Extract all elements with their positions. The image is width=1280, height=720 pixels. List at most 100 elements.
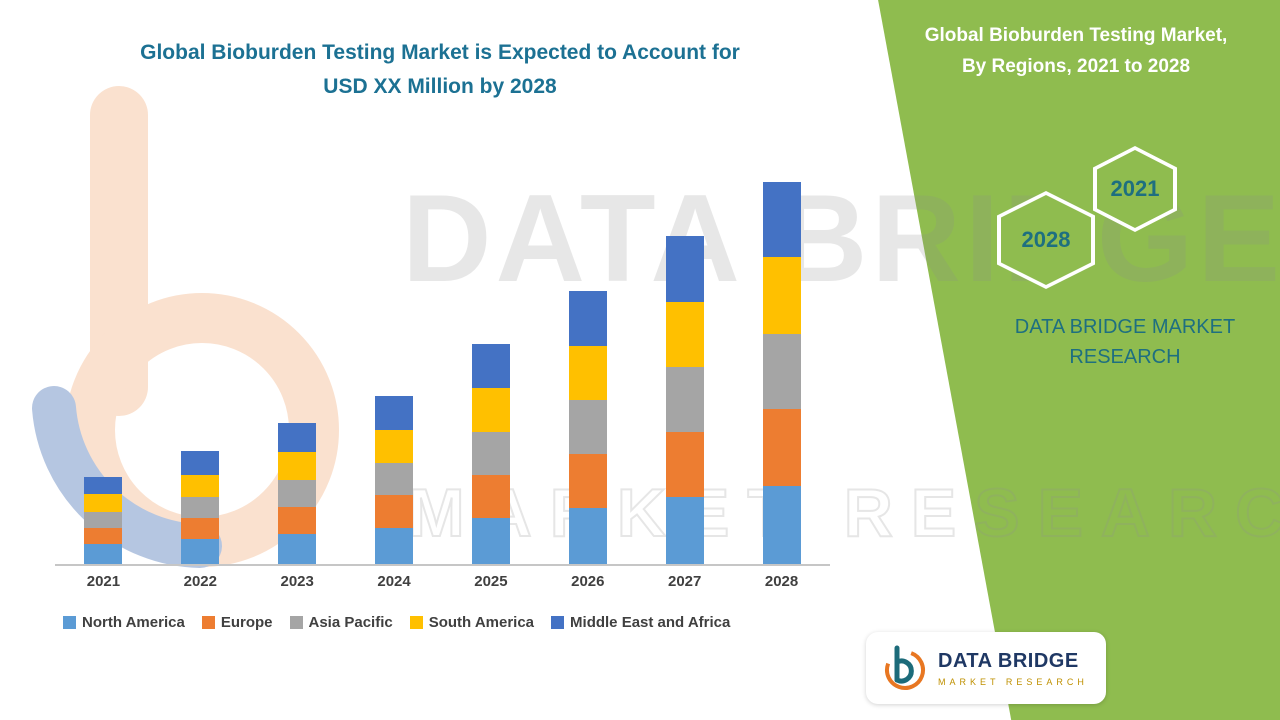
bar-column-2024: [346, 160, 443, 564]
stacked-bar-2026: [568, 291, 607, 564]
x-tick-label: 2022: [183, 573, 217, 590]
x-tick-label: 2025: [474, 573, 508, 590]
chart-title: Global Bioburden Testing Market is Expec…: [70, 36, 810, 103]
bar-segment: [762, 334, 801, 409]
legend-item: Asia Pacific: [289, 614, 393, 631]
bar-segment: [665, 367, 704, 432]
hexagon-2021-label: 2021: [1110, 176, 1160, 201]
bar-segment: [278, 480, 317, 507]
bar-segment: [84, 528, 123, 544]
logo-card: DATA BRIDGE MARKET RESEARCH: [866, 632, 1106, 704]
logo-brand-text: DATA BRIDGE: [938, 649, 1079, 672]
bar-segment: [84, 494, 123, 512]
bar-segment: [568, 508, 607, 564]
bar-segment: [665, 302, 704, 367]
stacked-bar-2024: [375, 396, 414, 564]
x-tick-label: 2024: [377, 573, 411, 590]
bar-segment: [471, 344, 510, 388]
legend-item: South America: [409, 614, 535, 631]
bar-segment: [278, 507, 317, 534]
stacked-bar-chart: 2021 2022 2023 2024 2025 2026 2027 2028 North A…: [55, 160, 830, 631]
bar-segment: [375, 463, 414, 495]
bar-segment: [762, 409, 801, 486]
bar-segment: [375, 495, 414, 528]
hexagon-2028-fill: [1001, 195, 1091, 285]
bar-segment: [568, 346, 607, 400]
bar-segment: [181, 539, 220, 564]
bar-segment: [762, 182, 801, 257]
stacked-bar-2027: [665, 236, 704, 564]
x-axis-labels: 2021 2022 2023 2024 2025 2026 2027 2028: [55, 573, 830, 590]
legend-swatch: [201, 616, 215, 629]
chart-title-line2: USD XX Million by 2028: [323, 74, 557, 98]
legend-swatch: [63, 616, 76, 629]
x-tick-label: 2027: [668, 573, 702, 590]
bar-segment: [471, 518, 510, 564]
bar-segment: [471, 388, 510, 432]
bar-segment: [471, 432, 510, 475]
bar-segment: [568, 400, 607, 454]
legend-swatch: [551, 616, 565, 629]
bar-column-2027: [636, 160, 733, 564]
bar-segment: [665, 236, 704, 302]
bar-segment: [278, 534, 317, 564]
brand-text: DATA BRIDGE MARKET RESEARCH: [1014, 316, 1236, 368]
bar-segment: [181, 475, 220, 497]
legend-label: South America: [428, 614, 535, 631]
bar-segment: [375, 430, 414, 463]
x-tick-label: 2028: [764, 573, 799, 590]
legend-item: Middle East and Africa: [551, 614, 730, 631]
bar-segment: [665, 497, 704, 564]
legend-label: Asia Pacific: [308, 614, 393, 631]
stacked-bar-2021: [84, 477, 123, 564]
legend-item: Europe: [201, 614, 273, 631]
legend-label: Middle East and Africa: [570, 614, 731, 631]
stacked-bar-2028: [762, 182, 801, 564]
bar-column-2023: [249, 160, 346, 564]
hexagon-2028: 2028: [997, 191, 1095, 289]
legend-swatch: [289, 616, 303, 629]
hexagon-2028-label: 2028: [1021, 227, 1071, 252]
bar-segment: [181, 451, 220, 475]
bar-segment: [762, 486, 801, 564]
bar-segment: [84, 477, 123, 494]
legend-label: Europe: [220, 614, 273, 631]
chart-legend: North America Europe Asia Pacific South Ame…: [63, 614, 830, 631]
plot-area: [55, 160, 830, 566]
bar-segment: [665, 432, 704, 497]
bar-segment: [471, 475, 510, 518]
stacked-bar-2023: [278, 423, 317, 564]
watermark-text-marketresearch: MARKET RESEARCH: [407, 474, 1280, 552]
logo-tagline-text: MARKET RESEARCH: [938, 676, 1088, 687]
chart-title-line1: Global Bioburden Testing Market is Expec…: [140, 41, 740, 64]
stacked-bar-2025: [471, 344, 510, 564]
stacked-bar-2022: [181, 451, 220, 564]
side-panel-heading: Global Bioburden Testing Market, By Regi…: [890, 20, 1262, 83]
bar-segment: [568, 454, 607, 508]
bar-segment: [181, 518, 220, 539]
legend-swatch: [409, 616, 423, 629]
bar-column-2025: [443, 160, 540, 564]
x-tick-label: 2026: [571, 573, 605, 590]
databridge-logo-icon: [885, 645, 925, 690]
side-panel-heading-line1: Global Bioburden Testing Market,: [924, 25, 1228, 46]
bar-segment: [762, 257, 801, 334]
bar-segment: [375, 396, 414, 430]
bar-segment: [568, 291, 607, 346]
bar-column-2022: [152, 160, 249, 564]
bar-segment: [278, 452, 317, 480]
bar-column-2026: [539, 160, 636, 564]
logo-text-block: DATA BRIDGE MARKET RESEARCH: [938, 650, 1088, 687]
x-tick-label: 2023: [280, 573, 314, 590]
bar-segment: [375, 528, 414, 564]
legend-item: North America: [63, 614, 185, 631]
legend-label: North America: [82, 614, 185, 631]
x-tick-label: 2021: [86, 573, 121, 590]
bar-column-2021: [55, 160, 152, 564]
side-panel-heading-line2: By Regions, 2021 to 2028: [961, 56, 1191, 78]
bar-segment: [84, 512, 123, 528]
bar-segment: [181, 497, 220, 518]
bar-column-2028: [733, 160, 830, 564]
bar-segment: [84, 544, 123, 564]
